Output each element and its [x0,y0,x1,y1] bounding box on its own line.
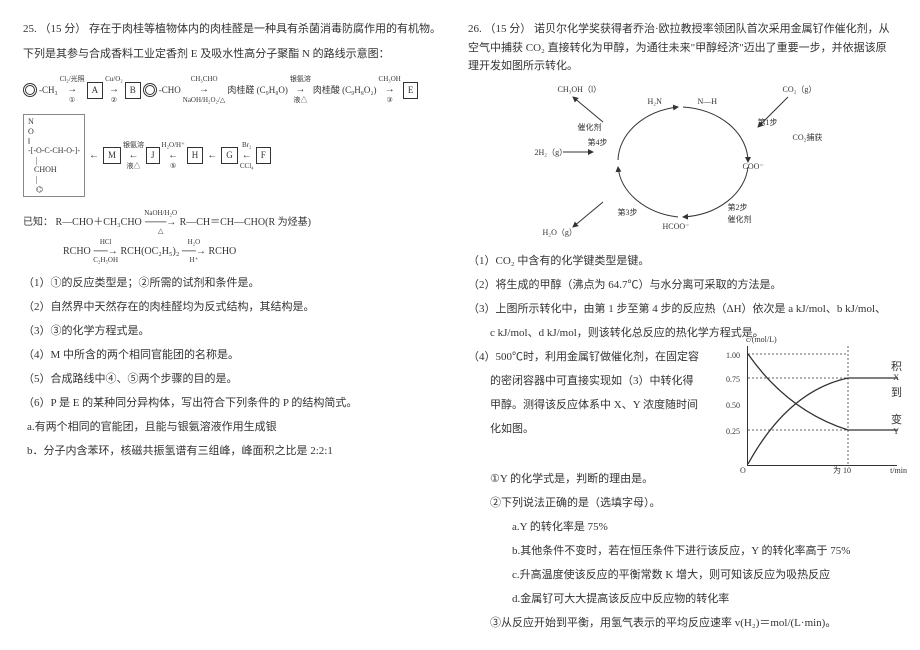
q26-opt-c: c.升高温度使该反应的平衡常数 K 增大，则可知该反应为吸热反应 [468,564,897,586]
q25-item-2: （2）自然界中天然存在的肉桂醛均为反式结构，其结构是。 [23,296,452,318]
box-H: H [187,147,204,164]
chart-xlabel: t/min [890,463,907,479]
q26-item-2: （2）将生成的甲醇（沸点为 64.7℃）与水分离可采取的方法是。 [468,274,897,296]
given-line1: 已知： R—CHO＋CH₃CHO NaOH/H₂O ───→ △ R—CH＝CH… [23,210,452,235]
benzene-icon-2 [143,83,157,97]
q25-sub-a: a.有两个相同的官能团，且能与银氨溶液作用生成银 [23,416,452,438]
arrow-4: 银氨溶 → 液△ [290,76,311,104]
chart-svg [748,346,898,466]
arrow-gf: Br₂ ← CCl₄ [240,142,254,170]
node-cat: 催化剂 [578,122,602,133]
q26-points: （15 分） [485,23,532,35]
arrow-3: CH₃CHO → NaOH/H₂O₂/△ [183,76,226,104]
start-group: -CH₃ [39,84,58,97]
ytick-075: 0.75 [726,372,740,388]
cinnamic-acid: 肉桂酸 (C₉H₈O₂) [313,84,377,97]
node-step4: 第4步 [588,137,608,148]
q25-heading: 25. （15 分） 存在于肉桂等植物体内的肉桂醛是一种具有杀菌消毒防腐作用的有… [23,20,452,39]
q25-item-1: （1）①的反应类型是；②所需的试剂和条件是。 [23,272,452,294]
node-nh: H₂N [648,97,662,106]
node-nh2: N—H [698,97,718,106]
box-M: M [103,147,121,164]
arrow-hg: ← [205,149,219,163]
q25-item-4: （4）M 中所含的两个相同官能团的名称是。 [23,344,452,366]
q26-items: （1）CO₂ 中含有的化学键类型是键。 （2）将生成的甲醇（沸点为 64.7℃）… [468,250,897,634]
q26-opt-a: a.Y 的转化率是 75% [468,516,897,538]
right-column: 26. （15 分） 诺贝尔化学奖获得者乔治·欧拉教授率领团队首次采用金属钌作催… [460,20,905,630]
box-E: E [403,82,419,99]
flow-row-top: -CH₃ Cl₂/光照 → ① A Cu/O₂ → ② B -CHO CH₃CH… [23,76,452,104]
polymer-N-structure: NO‖-[-O-C-CH-O-]- | CHOH | ⌬ [23,114,85,197]
q26-opt-b: b.其他条件不变时，若在恒压条件下进行该反应，Y 的转化率高于 75% [468,540,897,562]
node-cat2: 催化剂 [728,214,752,225]
arrow-2: Cu/O₂ → ② [105,76,123,104]
q26-opt-d: d.金属钌可大大提高该反应中反应物的转化率 [468,588,897,610]
q25-item-5: （5）合成路线中④、⑤两个步骤的目的是。 [23,368,452,390]
q25-items: （1）①的反应类型是；②所需的试剂和条件是。 （2）自然界中天然存在的肉桂醛均为… [23,272,452,462]
box-A: A [87,82,104,99]
node-step3: 第3步 [618,207,638,218]
arrow-mj: 银氨溶 ← 液△ [123,142,144,170]
given-label: 已知： [23,217,53,228]
node-co2cap: CO₂捕获 [793,132,823,143]
q26-intro: 诺贝尔化学奖获得者乔治·欧拉教授率领团队首次采用金属钌作催化剂，从空气中捕获 C… [468,23,890,72]
box-F: F [256,147,271,164]
arrow-5: CH₃OH → ③ [379,76,401,104]
side-word-1: 积 [891,354,902,380]
side-words: 积 到 变 [891,354,902,433]
q25-num: 25. [23,23,37,35]
b-cho: -CHO [159,84,181,97]
ytick-025: 0.25 [726,424,740,440]
box-J: J [146,147,160,164]
benzene-icon [23,83,37,97]
q26-sub-2: ②下列说法正确的是（选填字母）。 [468,492,897,514]
concentration-chart: c/(mol/L) 1.00 0.75 0.50 0.25 X Y 为 10 [747,346,897,466]
ytick-050: 0.50 [726,398,740,414]
synthesis-diagram: -CH₃ Cl₂/光照 → ① A Cu/O₂ → ② B -CHO CH₃CH… [23,69,452,204]
chart-xtick: 为 10 [833,463,851,479]
chart-origin: O [740,463,746,479]
given-arrow-1: NaOH/H₂O ───→ △ [144,210,177,235]
side-word-2: 到 [891,380,902,406]
node-h2o: H₂O（g） [543,227,577,238]
ytick-100: 1.00 [726,348,740,364]
q26-item-3b: c kJ/mol、d kJ/mol，则该转化总反应的热化学方程式是。 [468,322,897,344]
node-step2: 第2步 [728,202,748,213]
node-ch3oh: CH₃OH（l） [558,84,602,95]
node-hcoo: HCOO⁻ [663,222,690,231]
box-G: G [221,147,238,164]
given-arrow-2: HCl ──→ C₂H₅OH [93,239,118,264]
left-column: 25. （15 分） 存在于肉桂等植物体内的肉桂醛是一种具有杀菌消毒防腐作用的有… [15,20,460,630]
q26-sub-3: ③从反应开始到平衡，用氢气表示的平均反应速率 v(H₂)＝mol/(L·min)… [468,612,897,634]
q26-heading: 26. （15 分） 诺贝尔化学奖获得者乔治·欧拉教授率领团队首次采用金属钌作催… [468,20,897,76]
box-B: B [125,82,141,99]
q25-points: （15 分） [40,23,87,35]
arrow-jh: H₂O/H⁺ ← ⑤ [162,142,185,170]
given-line2: RCHO HCl ──→ C₂H₅OH RCH(OC₂H₅)₂ H₂O ──→ … [63,239,452,264]
q26-item-3a: （3）上图所示转化中，由第 1 步至第 4 步的反应热（ΔH）依次是 a kJ/… [468,298,897,320]
q25-sub-b: b．分子内含苯环，核磁共振氢谱有三组峰，峰面积之比是 2:2:1 [23,440,452,462]
q25-intro1: 存在于肉桂等植物体内的肉桂醛是一种具有杀菌消毒防腐作用的有机物。 [89,23,441,35]
cinnamaldehyde: 肉桂醛 (C₉H₈O) [227,84,288,97]
node-h2: 2H₂（g） [535,147,568,158]
node-step1: 第1步 [758,117,778,128]
side-word-3: 变 [891,407,902,433]
q25-intro2: 下列是其参与合成香料工业定香剂 E 及吸水性高分子聚酯 N 的路线示意图： [23,45,452,64]
q26-item4-wrap: c/(mol/L) 1.00 0.75 0.50 0.25 X Y 为 10 [468,346,897,466]
given-arrow-3: H₂O ──→ H⁺ [182,239,206,264]
q25-item-3: （3）③的化学方程式是。 [23,320,452,342]
q26-num: 26. [468,23,482,35]
arrow-nm: ← [87,149,101,163]
node-co2: CO₂（g） [783,84,817,95]
arrow-1: Cl₂/光照 → ① [60,76,85,104]
q25-item-6: （6）P 是 E 的某种同分异构体，写出符合下列条件的 P 的结构简式。 [23,392,452,414]
cycle-svg [533,82,833,242]
flow-row-bottom: NO‖-[-O-C-CH-O-]- | CHOH | ⌬ ← M 银氨溶 ← 液… [23,114,452,197]
q26-item-1: （1）CO₂ 中含有的化学键类型是键。 [468,250,897,272]
cycle-diagram: CH₃OH（l） CO₂（g） CO₂捕获 第1步 2H₂（g） 催化剂 第4步… [533,82,833,242]
node-coo: COO⁻ [743,162,764,171]
